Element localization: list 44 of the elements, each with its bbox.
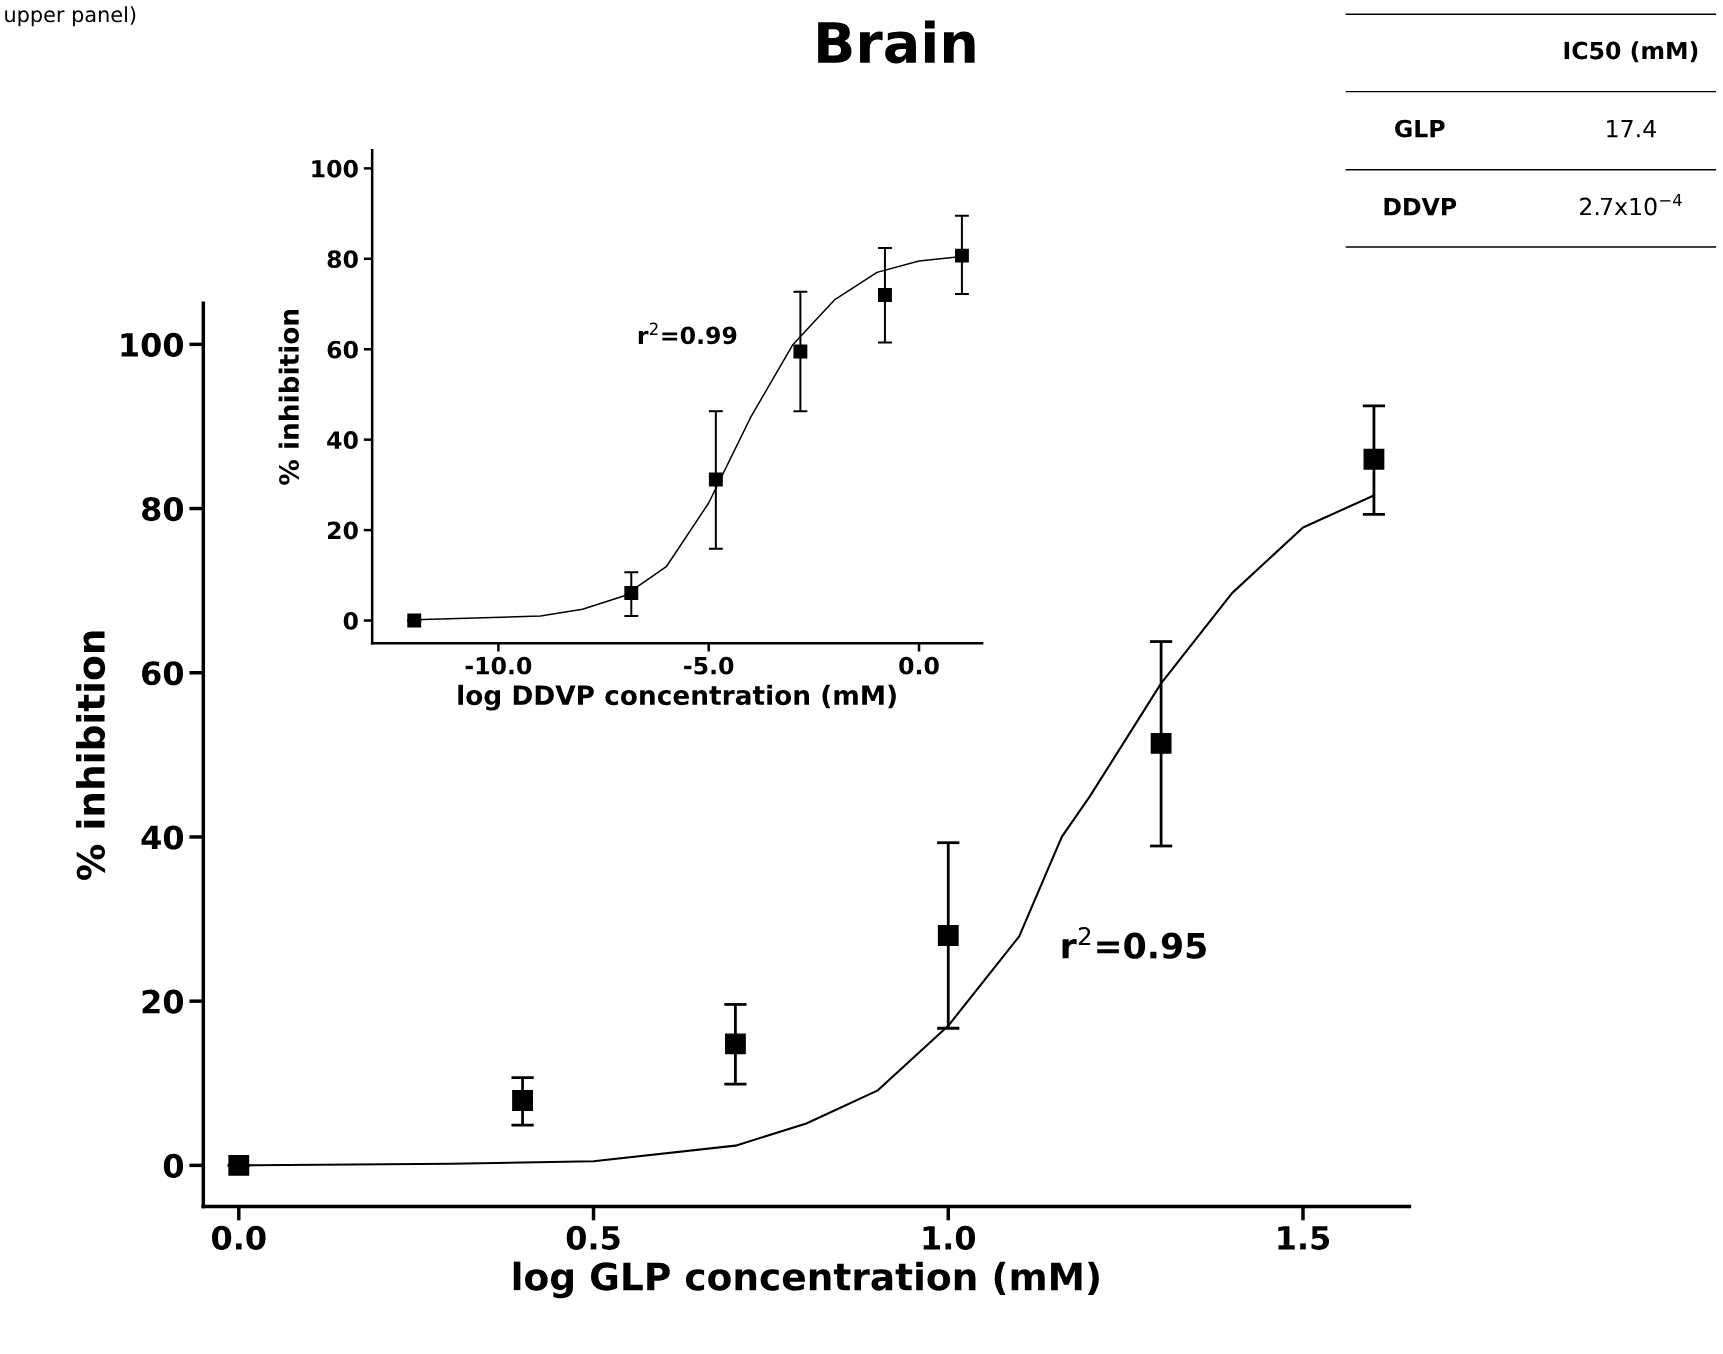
point [1150, 732, 1172, 754]
point [407, 613, 422, 628]
y-tick-label: 40 [141, 825, 184, 850]
point [954, 248, 969, 263]
y-tick-label: 0 [343, 611, 358, 630]
y-tick-label: 100 [312, 159, 358, 178]
point [937, 925, 959, 946]
point [793, 344, 808, 359]
text: GLP [1395, 119, 1445, 138]
point [512, 1090, 533, 1111]
point [1363, 448, 1385, 470]
y-tick-label: 20 [142, 989, 184, 1014]
x-tick-label: 1.0 [923, 1225, 976, 1250]
text: DDVP [1384, 198, 1457, 216]
y-tick-label: 80 [142, 496, 184, 522]
y-tick-label: 80 [327, 250, 358, 269]
annotation: r$^{2}$=0.95 [1062, 927, 1206, 959]
y-tick-label: 0 [163, 1153, 184, 1178]
point [708, 472, 723, 487]
x-tick-label: -10.0 [465, 656, 532, 675]
y-tick-label: 20 [327, 521, 358, 540]
y-tick-label: 60 [142, 661, 184, 686]
x-tick-label: 0.0 [212, 1225, 266, 1250]
annotation: r$^{2}$=0.99 [638, 322, 737, 345]
text: 17.4 [1607, 119, 1656, 138]
y-tick-label: 60 [327, 340, 358, 359]
x-tick-label: 0.0 [899, 656, 939, 675]
point [228, 1154, 250, 1176]
point [624, 586, 639, 600]
y-tick-label: 100 [121, 332, 184, 357]
x-axis-title: log DDVP concentration (mM) [458, 684, 896, 711]
text: 2.7x10$^{−4}$ [1580, 194, 1682, 216]
x-tick-label: 1.5 [1278, 1226, 1330, 1250]
x-tick-label: -5.0 [684, 656, 734, 675]
x-axis-title: log GLP concentration (mM) [513, 1261, 1099, 1299]
y-axis-title: % inhibition [76, 631, 106, 880]
x-tick-label: 0.5 [566, 1225, 620, 1250]
text: upper panel) [5, 6, 136, 27]
point [724, 1033, 746, 1055]
chart-title: Brain [818, 20, 975, 64]
point [877, 288, 892, 302]
text: IC50 (mM) [1564, 41, 1698, 63]
y-axis-title: % inhibition [278, 309, 300, 485]
y-tick-label: 40 [327, 431, 358, 449]
